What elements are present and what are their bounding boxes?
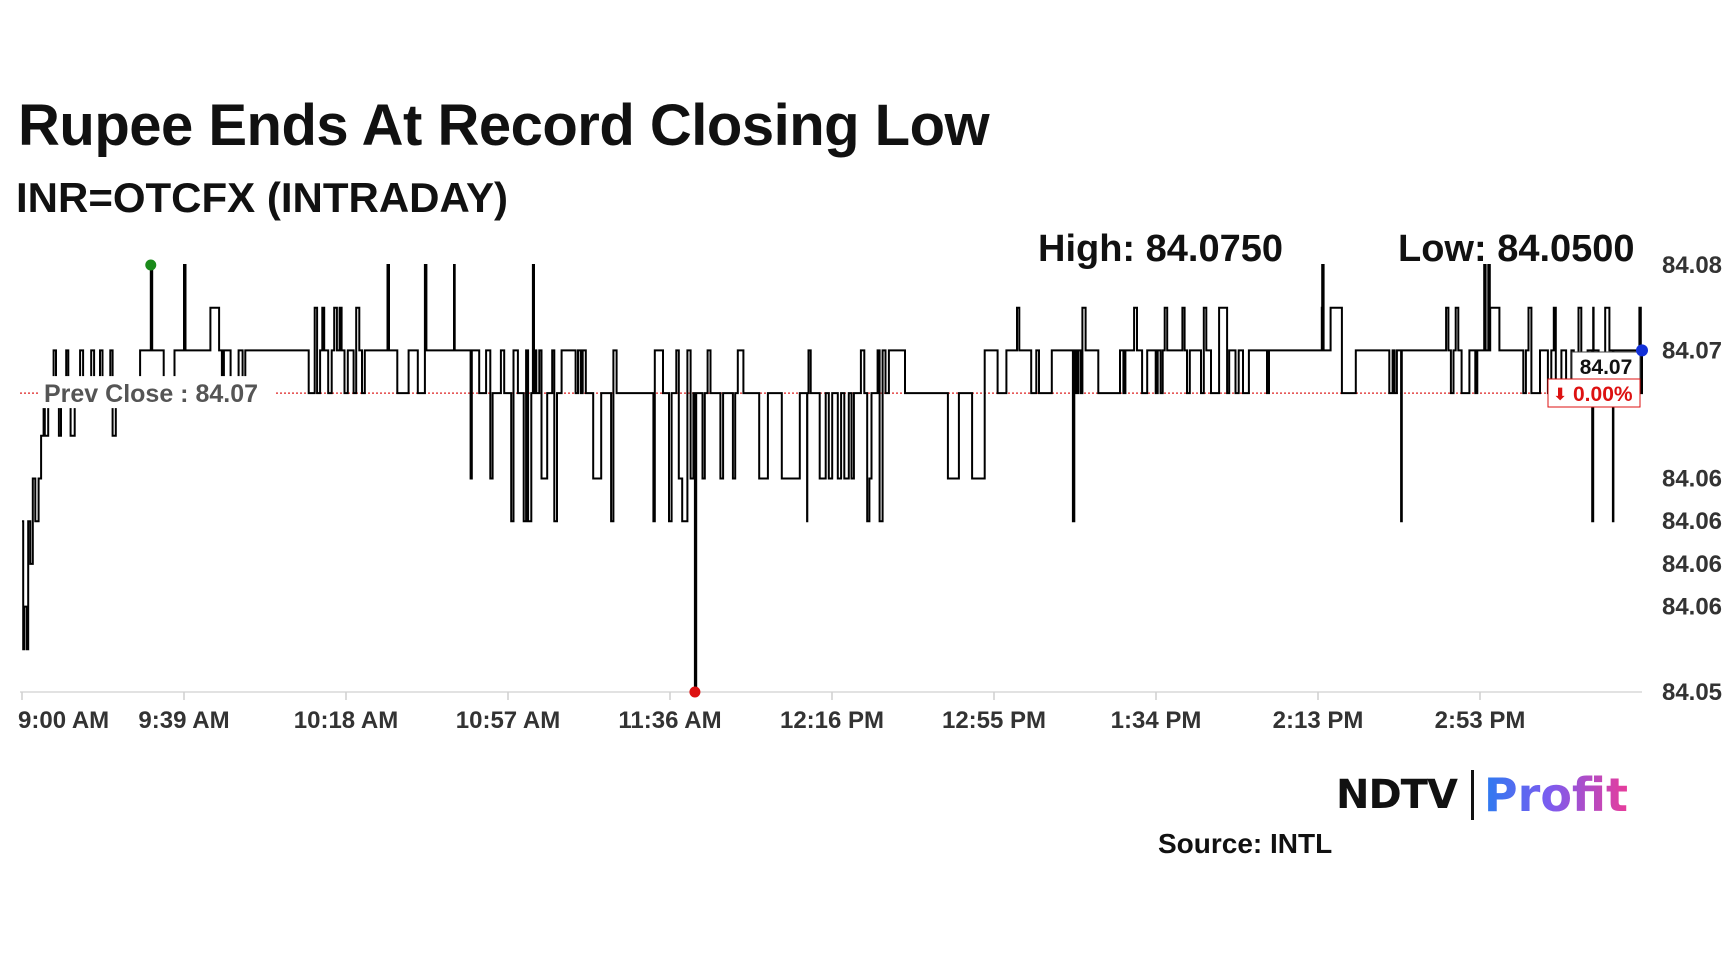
chart-title: Rupee Ends At Record Closing Low <box>18 93 990 158</box>
x-tick-label: 11:36 AM <box>618 707 721 734</box>
ndtv-logo-text: NDTV <box>1336 772 1458 818</box>
y-axis-labels: 84.05 84.06 84.06 84.06 84.06 84.07 84.08 <box>1662 252 1722 706</box>
x-tick-label: 12:16 PM <box>780 707 884 734</box>
prev-close-label: Prev Close : 84.07 <box>44 380 258 408</box>
y-tick-label: 84.08 <box>1662 252 1722 279</box>
y-tick-label: 84.07 <box>1662 337 1722 364</box>
x-tick-label: 9:39 AM <box>138 707 229 734</box>
y-tick-label: 84.06 <box>1662 594 1722 621</box>
x-tick-label: 9:00 AM <box>18 707 109 734</box>
change-label: 0.00% <box>1573 383 1633 406</box>
change-arrow-icon: ⬇ <box>1553 385 1567 405</box>
y-tick-label: 84.06 <box>1662 551 1722 578</box>
x-tick-label: 10:18 AM <box>294 707 398 734</box>
price-series-line <box>22 264 1643 693</box>
y-tick-label: 84.06 <box>1662 508 1722 535</box>
profit-logo-text: Profit <box>1483 768 1629 822</box>
x-axis-labels: 9:00 AM 9:39 AM 10:18 AM 10:57 AM 11:36 AM 12… <box>18 707 1525 734</box>
x-tick-label: 2:53 PM <box>1435 707 1526 734</box>
change-badge: ⬇ 0.00% <box>1547 378 1641 408</box>
source-label: Source: INTL <box>1158 828 1333 859</box>
high-marker <box>145 259 157 271</box>
x-tick-label: 12:55 PM <box>942 707 1046 734</box>
ndtv-profit-logo: NDTV Profit <box>1336 768 1628 824</box>
x-tick-label: 1:34 PM <box>1111 707 1202 734</box>
low-stat: Low: 84.0500 <box>1398 228 1635 270</box>
last-value-badge: 84.07 <box>1571 351 1641 380</box>
close-marker <box>1636 344 1648 357</box>
x-axis-ticks <box>21 692 1481 700</box>
y-tick-label: 84.05 <box>1662 679 1722 706</box>
x-tick-label: 10:57 AM <box>456 707 560 734</box>
prev-close-label-bg <box>40 376 276 409</box>
chart-subtitle: INR=OTCFX (INTRADAY) <box>16 174 508 221</box>
x-tick-label: 2:13 PM <box>1273 707 1364 734</box>
high-stat: High: 84.0750 <box>1038 228 1283 270</box>
y-tick-label: 84.06 <box>1662 466 1722 493</box>
low-marker <box>689 686 701 698</box>
last-value-label: 84.07 <box>1580 356 1633 379</box>
logo-divider <box>1470 770 1474 820</box>
